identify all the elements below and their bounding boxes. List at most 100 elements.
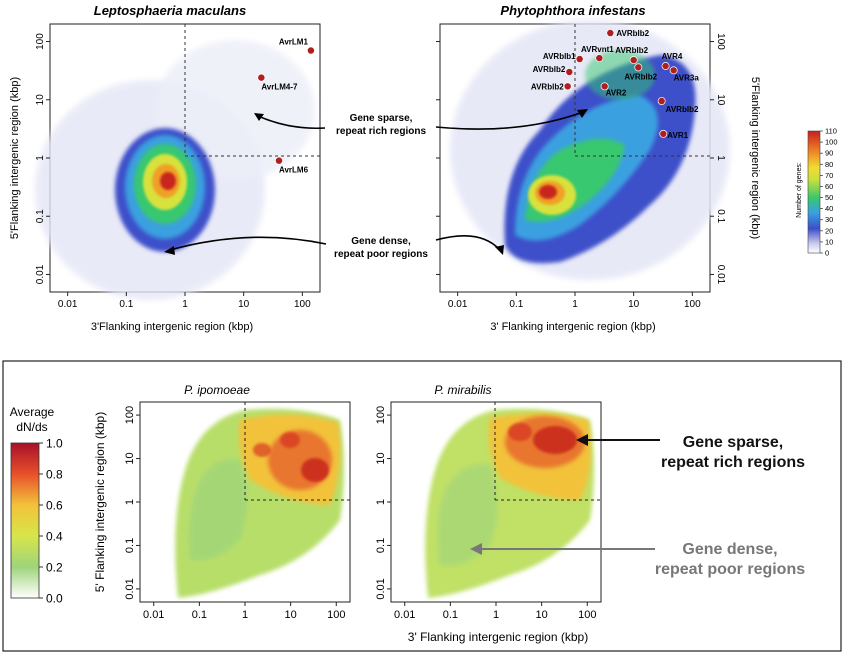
colorbar-ticks: 1.0 0.8 0.6 0.4 0.2 0.0: [39, 437, 63, 606]
effector-label: AVRblb2: [533, 65, 566, 74]
colorbar-label: Number of genes:: [796, 162, 803, 218]
effector-label: AVR1: [667, 131, 688, 140]
dnds-heatmap: [425, 408, 594, 598]
y-tick-label: 10: [715, 94, 726, 106]
arrowhead: [495, 245, 504, 255]
arrowhead: [470, 543, 482, 555]
effector-label: AVRvnt1: [581, 45, 614, 54]
effector-label: AVRblb2: [615, 46, 648, 55]
x-tick-labels: 0.01 0.1 1 10 100: [394, 602, 596, 621]
bottom-annotations: Gene sparse, repeat rich regions Gene de…: [470, 434, 805, 578]
y-tick-label: 0.01: [715, 265, 726, 285]
effector-point: [659, 129, 668, 138]
y-tick-label: 10: [375, 452, 387, 464]
effector-points: AvrLM1 AvrLM4-7 AvrLM6: [257, 38, 315, 175]
colorbar-tick-label: 0.0: [46, 592, 63, 606]
effector-label: AVR4: [662, 52, 683, 61]
density-heatmap: [450, 20, 730, 280]
effector-label: AvrLM1: [279, 38, 309, 47]
effector-label: AVR3a: [674, 73, 700, 82]
x-tick-label: 10: [285, 609, 297, 621]
annotation-dense-line1: Gene dense,: [682, 541, 777, 558]
y-axis-label: 5'Flanking intergenic region (kbp): [9, 77, 21, 239]
colorbar-tick-label: 90: [825, 149, 833, 158]
arrowhead: [577, 109, 588, 118]
y-tick-labels: 0.01 0.1 1 10 100: [375, 406, 391, 600]
colorbar-gradient: [10, 442, 40, 599]
x-tick-label: 10: [536, 609, 548, 621]
colorbar-title-line2: dN/ds: [16, 420, 47, 434]
panel-title: P. mirabilis: [434, 383, 491, 397]
x-tick-label: 1: [493, 609, 499, 621]
panel-ipomoeae: P. ipomoeae 0.01 0.1 1 10 100 0.01 0.1 1 10 100: [124, 383, 351, 621]
y-tick-label: 0.01: [124, 578, 136, 599]
bottom-y-axis-label: 5' Flanking intergenic region (kbp): [93, 412, 107, 592]
colorbar-gradient: [807, 130, 821, 254]
effector-point: [600, 82, 609, 91]
effector-label: AVR2: [606, 88, 627, 97]
x-tick-label: 0.01: [448, 299, 468, 310]
y-tick-label: 0.1: [715, 209, 726, 223]
effector-point: [575, 55, 584, 64]
y-tick-label: 100: [715, 33, 726, 50]
colorbar-tick-label: 110: [825, 127, 837, 136]
y-tick-label: 1: [35, 155, 46, 161]
x-tick-label: 1: [242, 609, 248, 621]
panel-mirabilis: P. mirabilis 0.01 0.1 1 10 100 0.01 0.1 1 10 100: [375, 383, 602, 621]
arrowhead: [254, 113, 264, 121]
y-tick-label: 0.01: [35, 264, 46, 284]
colorbar-tick-label: 100: [825, 138, 838, 147]
y-tick-labels: 0.01 0.1 1 10 100: [35, 33, 50, 284]
x-tick-label: 1: [182, 299, 188, 310]
annotation-sparse-line2: repeat rich regions: [661, 454, 805, 471]
effector-point: [595, 54, 604, 63]
y-tick-label: 10: [35, 94, 46, 106]
y-axis-label: 5'Flanking intergenic region (kbp): [749, 77, 761, 239]
top-annotations: Gene sparse, repeat rich regions Gene de…: [164, 109, 588, 260]
effector-point: [565, 68, 574, 76]
y-tick-label: 0.1: [375, 538, 387, 553]
panel-title: Leptosphaeria maculans: [94, 3, 246, 18]
arrowhead: [576, 434, 588, 446]
effector-point: [563, 82, 572, 91]
x-tick-label: 0.01: [394, 609, 415, 621]
annotation-dense-line2: repeat poor regions: [334, 249, 428, 260]
panel-leptosphaeria: Leptosphaeria maculans 0.01 0.1 1 10 100 0.0…: [9, 3, 321, 333]
x-tick-label: 100: [327, 609, 345, 621]
colorbar-tick-label: 0: [825, 249, 829, 258]
arrow-dense-left: [169, 236, 327, 251]
x-tick-label: 0.1: [509, 299, 523, 310]
x-tick-label: 0.01: [58, 299, 78, 310]
colorbar-tick-label: 0.6: [46, 499, 63, 513]
x-tick-label: 10: [238, 299, 250, 310]
effector-label: AVRblb1: [543, 52, 576, 61]
effector-point: [629, 56, 638, 65]
effector-point: [275, 156, 283, 165]
y-tick-labels: 0.01 0.1 1 10 100: [124, 406, 140, 600]
y-tick-label: 100: [35, 33, 46, 50]
colorbar-tick-label: 30: [825, 215, 833, 224]
bottom-x-axis-label: 3' Flanking intergenic region (kbp): [408, 630, 588, 644]
annotation-dense-line2: repeat poor regions: [655, 561, 805, 578]
panel-title: Phytophthora infestans: [500, 3, 645, 18]
x-tick-label: 100: [294, 299, 311, 310]
arrowhead: [164, 246, 175, 255]
annotation-dense-line1: Gene dense,: [351, 236, 411, 247]
y-tick-label: 0.1: [35, 209, 46, 223]
y-tick-label: 0.1: [124, 538, 136, 553]
dnds-colorbar: Average dN/ds 1.0 0.8 0.6 0.4 0.2 0.0: [10, 405, 63, 606]
x-tick-label: 0.1: [192, 609, 207, 621]
colorbar-tick-label: 80: [825, 160, 833, 169]
effector-point: [306, 46, 315, 55]
colorbar-tick-label: 50: [825, 193, 833, 202]
y-tick-label: 1: [124, 499, 136, 505]
panel-phytophthora: Phytophthora infestans 0.01 0.1 1 10 100 0.0…: [436, 3, 761, 333]
colorbar-tick-label: 60: [825, 182, 833, 191]
x-tick-label: 0.01: [143, 609, 164, 621]
arrow-dense-right: [435, 234, 501, 251]
y-tick-label: 10: [124, 452, 136, 464]
effector-label: AVRblb2: [531, 82, 564, 91]
